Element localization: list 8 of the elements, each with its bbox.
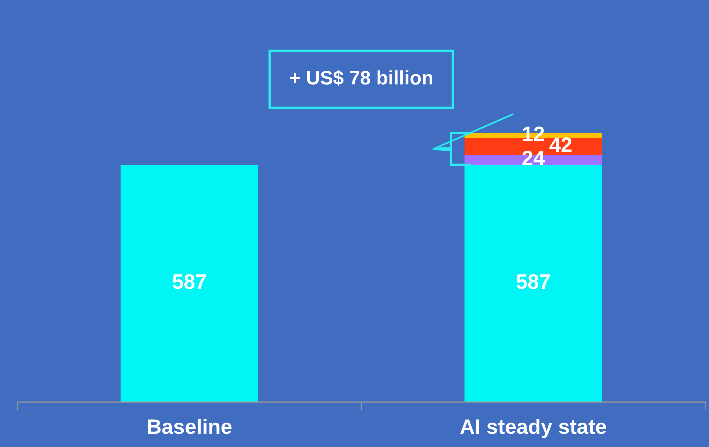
- text: + US$ 78 billion: [290, 70, 433, 86]
- bar: [464, 164, 602, 402]
- bar: [120, 164, 258, 402]
- x-tick-label: Baseline: [148, 418, 232, 434]
- data-label: 587: [516, 274, 550, 290]
- x-tick-label: AI steady state: [460, 418, 606, 438]
- data-label: 587: [172, 274, 206, 290]
- data-label: 42: [550, 138, 572, 152]
